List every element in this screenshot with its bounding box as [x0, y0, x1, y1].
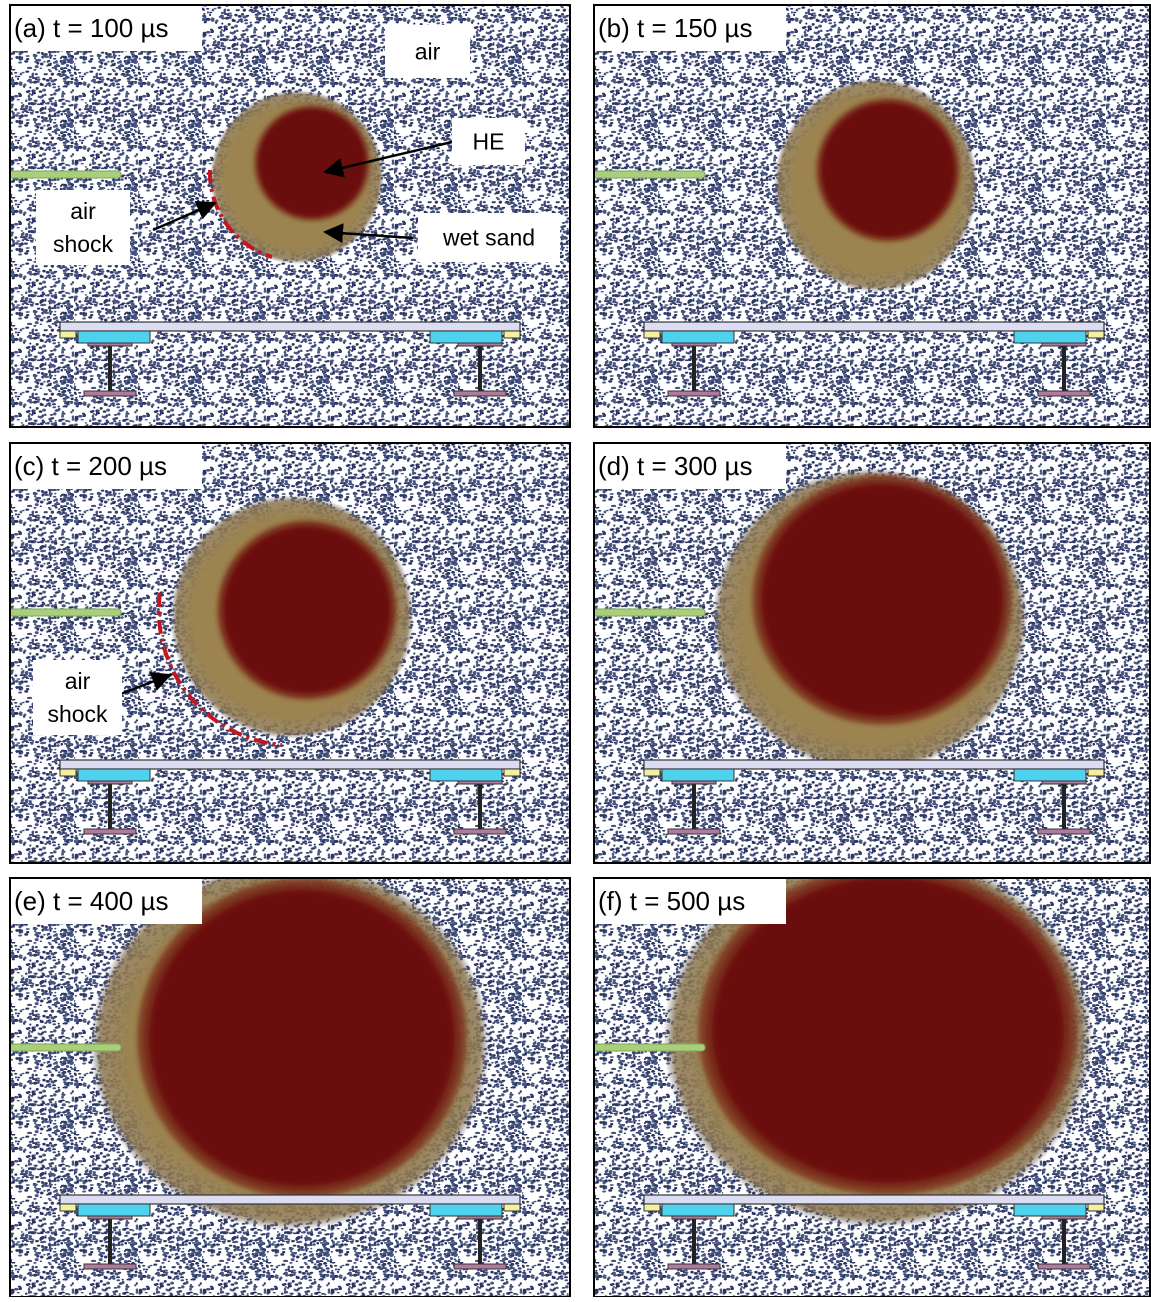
bearing: [662, 769, 734, 781]
end-pad: [504, 769, 520, 776]
bearing: [662, 331, 734, 343]
panel: (e) t = 400 µs: [8, 860, 570, 1297]
beam-web: [108, 345, 112, 393]
beam-flange: [1038, 829, 1090, 834]
rod: [592, 609, 705, 616]
panel-label: (f) t = 500 µs: [598, 886, 745, 916]
beam-web: [478, 345, 482, 393]
panel: (d) t = 300 µs: [592, 443, 1150, 863]
bearing: [1014, 769, 1086, 781]
bearing: [78, 769, 150, 781]
rod: [8, 609, 121, 616]
beam-web: [1062, 783, 1066, 831]
beam-flange: [454, 391, 506, 396]
beam-flange: [454, 1264, 506, 1269]
beam-flange: [1038, 1264, 1090, 1269]
end-pad: [644, 1204, 660, 1211]
beam-flange: [84, 1264, 136, 1269]
end-pad: [1088, 1204, 1104, 1211]
deck: [60, 1195, 520, 1204]
beam-flange: [84, 829, 136, 834]
beam-web: [692, 1218, 696, 1266]
deck: [60, 322, 520, 331]
end-pad: [60, 331, 76, 338]
annotation-text: shock: [47, 701, 108, 727]
deck: [644, 1195, 1104, 1204]
end-pad: [504, 331, 520, 338]
rod: [592, 171, 705, 178]
end-pad: [504, 1204, 520, 1211]
beam-web: [108, 1218, 112, 1266]
beam-flange: [454, 829, 506, 834]
rod: [8, 171, 121, 178]
panel: (b) t = 150 µs: [592, 5, 1150, 427]
high-explosive: [816, 98, 960, 242]
deck: [60, 760, 520, 769]
panel-label: (c) t = 200 µs: [14, 451, 167, 481]
annotation-text: air: [70, 198, 96, 224]
beam-web: [692, 345, 696, 393]
bearing: [430, 769, 502, 781]
high-explosive: [254, 105, 370, 221]
rod: [592, 1044, 705, 1051]
panel: (a) t = 100 µs air HE wet sand air shock: [8, 5, 570, 427]
panel-label: (e) t = 400 µs: [14, 886, 168, 916]
beam-web: [478, 783, 482, 831]
high-explosive: [217, 520, 397, 700]
panel-label: (a) t = 100 µs: [14, 13, 168, 43]
beam-flange: [668, 1264, 720, 1269]
end-pad: [60, 1204, 76, 1211]
bearing: [78, 1204, 150, 1216]
beam-flange: [1038, 391, 1090, 396]
end-pad: [644, 769, 660, 776]
end-pad: [60, 769, 76, 776]
panel-label: (d) t = 300 µs: [598, 451, 752, 481]
end-pad: [644, 331, 660, 338]
bearing: [662, 1204, 734, 1216]
beam-web: [1062, 1218, 1066, 1266]
panel: (f) t = 500 µs: [592, 848, 1150, 1297]
bearing: [430, 1204, 502, 1216]
beam-flange: [668, 829, 720, 834]
annotation-text: shock: [53, 231, 114, 257]
end-pad: [1088, 769, 1104, 776]
figure: (a) t = 100 µs air HE wet sand air shock (b) t…: [0, 0, 1151, 1297]
beam-web: [108, 783, 112, 831]
bearing: [430, 331, 502, 343]
annotation-text: HE: [473, 129, 505, 155]
beam-web: [692, 783, 696, 831]
annotation-text: air: [415, 39, 441, 65]
annotation-text: wet sand: [442, 225, 535, 251]
panel: (c) t = 200 µs air shock: [8, 443, 570, 863]
end-pad: [1088, 331, 1104, 338]
bearing: [1014, 1204, 1086, 1216]
beam-flange: [668, 391, 720, 396]
beam-flange: [84, 391, 136, 396]
bearing: [78, 331, 150, 343]
deck: [644, 322, 1104, 331]
panel-label: (b) t = 150 µs: [598, 13, 752, 43]
annotation-text: air: [65, 668, 91, 694]
high-explosive: [137, 878, 467, 1198]
rod: [8, 1044, 121, 1051]
beam-web: [478, 1218, 482, 1266]
bearing: [1014, 331, 1086, 343]
high-explosive: [752, 475, 1012, 725]
beam-web: [1062, 345, 1066, 393]
deck: [644, 760, 1104, 769]
